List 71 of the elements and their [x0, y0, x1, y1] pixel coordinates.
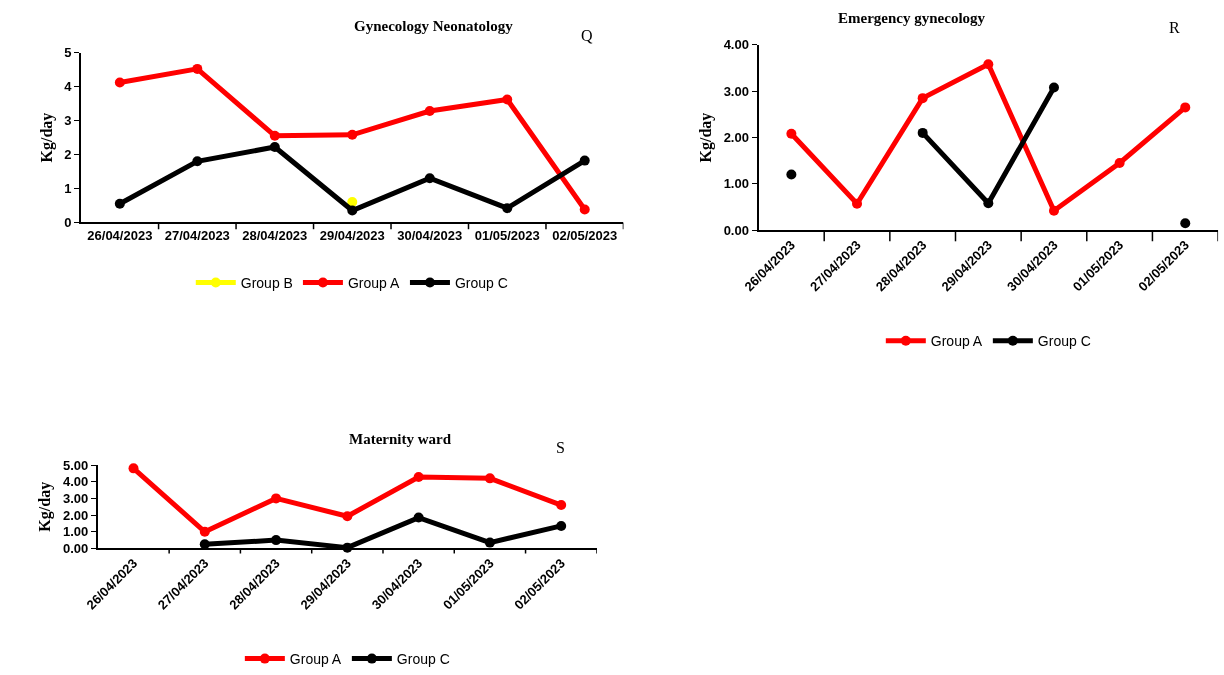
legend-label: Group A	[289, 651, 342, 668]
y-tick-label: 2.00	[723, 130, 749, 146]
y-tick-label: 0.00	[62, 541, 89, 557]
y-tick-label: 3.00	[62, 490, 89, 506]
y-tick-label: 0	[64, 214, 72, 230]
x-tick-label: 27/04/2023	[164, 228, 230, 244]
y-axis-title: Kg/day	[36, 481, 55, 532]
text: R	[1169, 19, 1180, 36]
text: S	[556, 439, 565, 456]
point	[852, 198, 863, 209]
point	[199, 526, 210, 537]
point	[983, 59, 994, 70]
x-tick-label: 30/04/2023	[397, 228, 463, 244]
x-tick-label: 29/04/2023	[319, 228, 385, 244]
point	[579, 155, 590, 166]
point	[502, 203, 513, 214]
point	[347, 205, 358, 216]
point	[424, 173, 435, 184]
y-tick-label: 3	[64, 113, 72, 129]
point	[114, 198, 125, 209]
legend-label: Group B	[240, 275, 293, 292]
y-tick-label: 4.00	[62, 474, 89, 490]
chart-title: Maternity ward	[349, 431, 452, 447]
y-tick-label: 1	[64, 181, 72, 197]
point	[556, 520, 567, 531]
point	[342, 511, 353, 522]
point	[484, 537, 495, 548]
point	[484, 473, 495, 484]
point	[1114, 157, 1125, 168]
point	[192, 63, 203, 74]
x-tick-label: 26/04/2023	[87, 228, 153, 244]
chart-title: Emergency gynecology	[838, 10, 986, 26]
legend-label: Group C	[1037, 333, 1091, 350]
point	[347, 129, 358, 140]
y-tick-label: 4.00	[723, 37, 749, 53]
legend-label: Group C	[454, 275, 508, 292]
point	[271, 535, 282, 546]
y-tick-label: 2.00	[62, 507, 89, 523]
point	[114, 77, 125, 88]
x-tick-label: 28/04/2023	[242, 228, 308, 244]
point	[413, 512, 424, 523]
text: Q	[581, 27, 593, 44]
y-tick-label: 3.00	[723, 83, 749, 99]
y-tick-label: 5.00	[62, 457, 89, 473]
point	[271, 493, 282, 504]
point	[502, 94, 513, 105]
point	[579, 204, 590, 215]
point	[269, 142, 280, 153]
point	[556, 500, 567, 511]
point	[192, 156, 203, 167]
legend-label: Group A	[347, 275, 400, 292]
point	[424, 106, 435, 117]
point	[128, 463, 139, 474]
x-tick-label: 01/05/2023	[474, 228, 540, 244]
point	[786, 128, 797, 139]
y-tick-label: 1.00	[723, 176, 749, 192]
chart-title: Gynecology Neonatology	[354, 18, 514, 34]
legend-label: Group A	[930, 333, 983, 350]
y-tick-label: 5	[64, 45, 72, 61]
point	[413, 472, 424, 483]
point	[269, 130, 280, 141]
legend-label: Group C	[396, 651, 450, 668]
y-tick-label: 0.00	[723, 222, 749, 238]
y-tick-label: 2	[64, 147, 72, 163]
y-axis-title: Kg/day	[37, 112, 56, 163]
point	[1180, 102, 1191, 113]
y-axis-title: Kg/day	[697, 112, 716, 163]
point	[1048, 205, 1059, 216]
y-tick-label: 4	[64, 79, 73, 95]
y-tick-label: 1.00	[62, 524, 89, 540]
x-tick-label: 02/05/2023	[552, 228, 618, 244]
